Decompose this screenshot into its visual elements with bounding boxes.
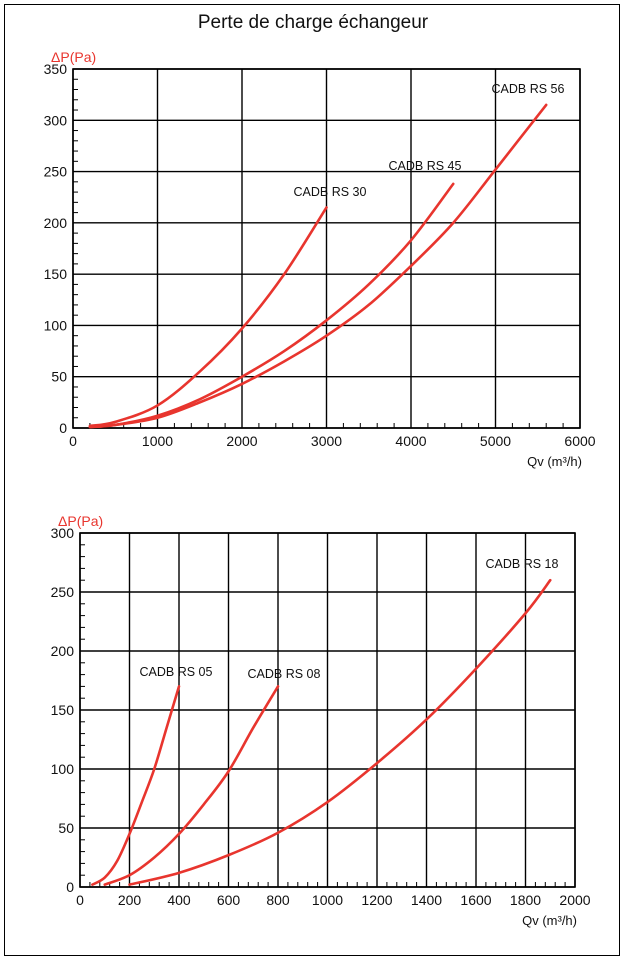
x-axis-label: Qv (m³/h)	[527, 454, 582, 469]
series-line-cadb-rs-30	[88, 206, 328, 428]
x-tick-label: 1200	[361, 892, 392, 908]
x-tick-label: 1400	[411, 892, 442, 908]
y-tick-label: 150	[44, 266, 68, 282]
x-tick-label: 800	[266, 892, 290, 908]
series-line-cadb-rs-05	[91, 685, 181, 886]
chart-frame	[4, 4, 620, 956]
series-label: CADB RS 30	[294, 185, 367, 199]
y-tick-label: 100	[51, 761, 75, 777]
series-label: CADB RS 05	[140, 665, 213, 679]
y-tick-label: 250	[44, 164, 68, 180]
x-axis-label: Qv (m³/h)	[522, 913, 577, 928]
y-axis-label: ΔP(Pa)	[58, 513, 103, 529]
y-tick-label: 250	[51, 584, 75, 600]
y-tick-label: 300	[44, 112, 68, 128]
y-tick-label: 50	[51, 369, 67, 385]
y-tick-label: 0	[59, 420, 67, 436]
series-label: CADB RS 45	[389, 159, 462, 173]
chart-1: 0 1000 2000 3000 4000 5000 6000 0 50 100 150 200 250…	[44, 49, 596, 469]
x-tick-label: 1600	[460, 892, 491, 908]
plot-border	[79, 532, 576, 888]
chart-2: 0 200 400 600 800 1000 1200 1400 1600 1800 2000 0 50…	[51, 513, 591, 928]
plot-border	[72, 68, 581, 429]
series-label: CADB RS 18	[486, 557, 559, 571]
series-label: CADB RS 56	[492, 82, 565, 96]
x-tick-label: 0	[69, 433, 77, 449]
y-tick-label: 350	[44, 61, 68, 77]
x-tick-label: 3000	[311, 433, 342, 449]
x-tick-label: 400	[167, 892, 191, 908]
page-title: Perte de charge échangeur	[197, 12, 429, 33]
x-tick-label: 600	[217, 892, 241, 908]
x-tick-label: 5000	[480, 433, 511, 449]
series-line-cadb-rs-18	[128, 578, 552, 886]
x-tick-label: 200	[118, 892, 142, 908]
y-tick-label: 50	[58, 820, 74, 836]
series-label: CADB RS 08	[248, 667, 321, 681]
series-line-cadb-rs-56	[88, 103, 548, 429]
y-tick-label: 200	[51, 643, 75, 659]
x-tick-label: 2000	[226, 433, 257, 449]
y-tick-label: 150	[51, 702, 75, 718]
x-tick-label: 4000	[395, 433, 426, 449]
series-line-cadb-rs-08	[103, 685, 280, 886]
y-tick-label: 200	[44, 215, 68, 231]
x-tick-label: 1000	[142, 433, 173, 449]
x-tick-label: 2000	[559, 892, 590, 908]
series-line-cadb-rs-45	[88, 182, 455, 429]
x-tick-label: 1800	[510, 892, 541, 908]
y-tick-label: 300	[51, 525, 75, 541]
x-tick-label: 0	[76, 892, 84, 908]
y-axis-label: ΔP(Pa)	[51, 49, 96, 65]
x-tick-label: 6000	[564, 433, 595, 449]
x-tick-label: 1000	[312, 892, 343, 908]
y-tick-label: 100	[44, 317, 68, 333]
y-tick-label: 0	[66, 879, 74, 895]
